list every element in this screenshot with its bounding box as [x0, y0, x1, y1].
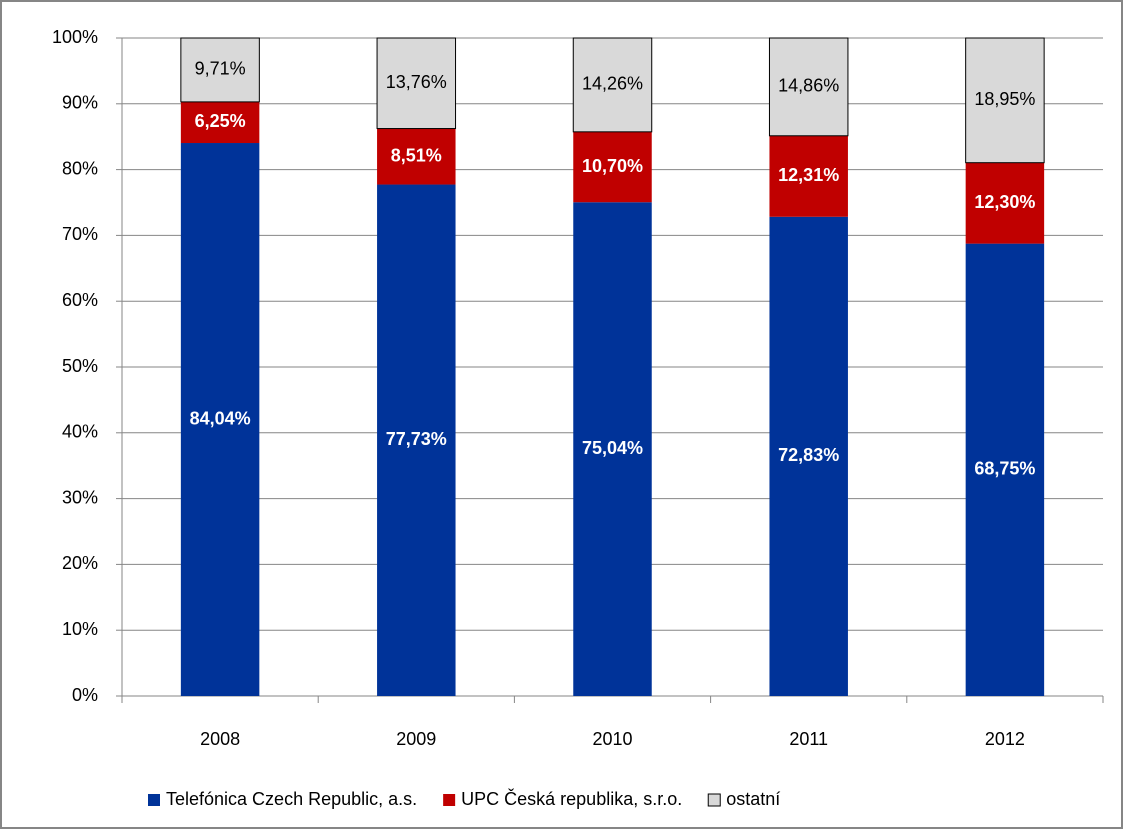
- x-tick-label: 2011: [789, 729, 828, 749]
- bar-segment: [377, 128, 456, 185]
- data-label: 75,04%: [582, 438, 643, 458]
- y-tick-label: 20%: [62, 553, 98, 573]
- data-label: 14,86%: [778, 76, 839, 96]
- x-tick-label: 2012: [985, 729, 1025, 749]
- bar-segment: [572, 37, 653, 133]
- bar-segment: [769, 216, 848, 696]
- legend-label: UPC Česká republika, s.r.o.: [461, 788, 682, 809]
- data-label: 8,51%: [391, 145, 442, 165]
- data-label: 12,30%: [974, 192, 1035, 212]
- bar-segment: [180, 37, 260, 103]
- y-tick-label: 40%: [62, 422, 98, 442]
- legend-label: Telefónica Czech Republic, a.s.: [166, 789, 417, 809]
- legend-swatch: [707, 793, 721, 807]
- bar-segment: [965, 162, 1045, 244]
- data-label: 14,26%: [582, 74, 643, 94]
- bar-segment: [965, 37, 1045, 164]
- data-label: 9,71%: [195, 59, 246, 79]
- bar-segment: [376, 37, 457, 130]
- data-label: 12,31%: [778, 165, 839, 185]
- data-label: 10,70%: [582, 156, 643, 176]
- bar-segment: [573, 202, 652, 696]
- bar-segment: [180, 101, 260, 144]
- x-tick-label: 2010: [592, 729, 632, 749]
- x-tick-label: 2009: [396, 729, 436, 749]
- legend-swatch: [148, 794, 160, 806]
- x-tick-label: 2008: [200, 729, 240, 749]
- data-label: 6,25%: [195, 111, 246, 131]
- bar-segment: [768, 37, 849, 137]
- y-tick-label: 60%: [62, 290, 98, 310]
- y-tick-label: 70%: [62, 224, 98, 244]
- data-label: 18,95%: [974, 89, 1035, 109]
- data-label: 77,73%: [386, 429, 447, 449]
- legend-swatch: [443, 794, 456, 806]
- bar-segment: [965, 243, 1045, 696]
- data-label: 72,83%: [778, 445, 839, 465]
- bar-segment: [180, 143, 260, 697]
- bar-segment: [769, 135, 848, 217]
- bar-segment: [573, 131, 652, 203]
- y-tick-label: 100%: [52, 27, 98, 47]
- data-label: 84,04%: [190, 408, 251, 428]
- y-tick-label: 90%: [62, 93, 98, 113]
- y-tick-label: 30%: [62, 487, 98, 507]
- y-tick-label: 10%: [62, 619, 98, 639]
- data-label: 68,75%: [974, 459, 1035, 479]
- y-tick-label: 0%: [72, 685, 98, 705]
- data-label: 13,76%: [386, 72, 447, 92]
- y-tick-label: 50%: [62, 356, 98, 376]
- bar-segment: [377, 184, 456, 696]
- y-tick-label: 80%: [62, 158, 98, 178]
- legend-label: ostatní: [726, 789, 780, 809]
